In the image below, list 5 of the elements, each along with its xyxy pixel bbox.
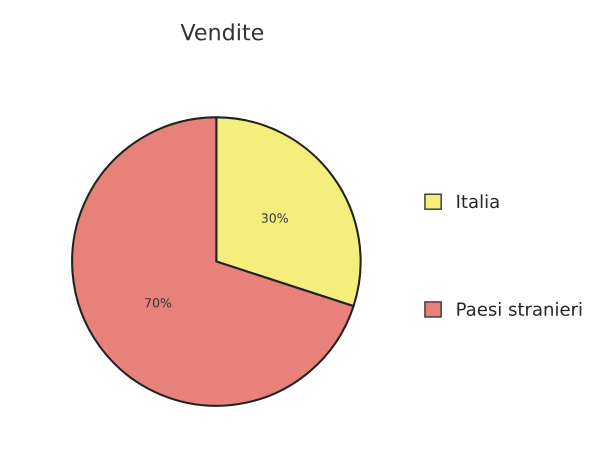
data-label: 70% xyxy=(145,298,172,308)
data-label: 30% xyxy=(262,213,288,223)
chart-title: Vendite xyxy=(180,23,264,41)
legend-label: Italia xyxy=(457,194,499,208)
legend-label: Paesi stranieri xyxy=(457,302,582,316)
